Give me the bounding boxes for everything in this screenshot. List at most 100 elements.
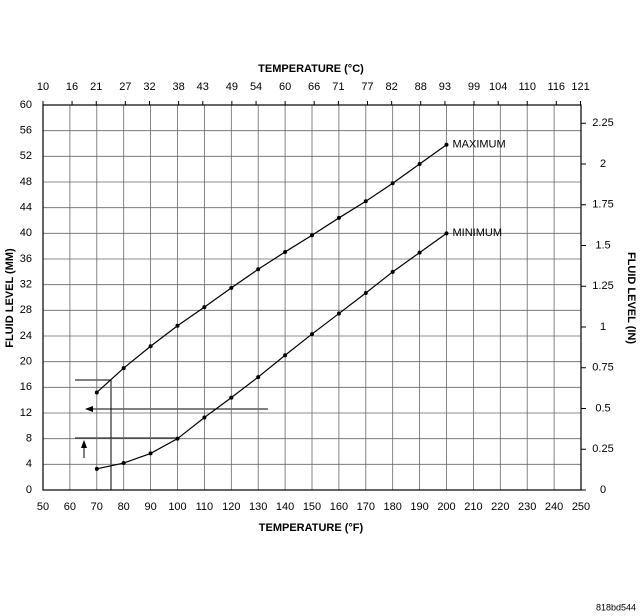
data-line: [96, 144, 447, 393]
x2-tick-label: 93: [439, 81, 451, 93]
x-tick-label: 170: [357, 501, 375, 513]
plot-frame: [42, 104, 582, 491]
x-tick-label: 120: [222, 501, 240, 513]
x-tick-label: 180: [384, 501, 402, 513]
data-point: [444, 142, 449, 147]
y-tick-label: 28: [20, 304, 32, 316]
x2-tick-label: 82: [386, 81, 398, 93]
x2-tick-label: 88: [415, 81, 427, 93]
x2-tick-label: 49: [226, 81, 238, 93]
x2-tick-label: 66: [308, 81, 320, 93]
data-point: [121, 366, 126, 371]
data-point: [94, 390, 99, 395]
y2-tick-label: 2.25: [592, 117, 613, 129]
x-axis-title: TEMPERATURE (°F): [259, 522, 364, 534]
data-point: [283, 353, 288, 358]
data-point: [283, 249, 288, 254]
x2-tick-label: 21: [90, 81, 102, 93]
y-tick-label: 60: [20, 99, 32, 111]
series-label: MINIMUM: [453, 227, 503, 239]
x-tick-label: 50: [37, 501, 49, 513]
y2-tick-label: 0: [600, 484, 606, 496]
y-tick-label: 4: [26, 458, 32, 470]
y2-tick-label: 1: [600, 321, 606, 333]
y-tick-label: 24: [20, 330, 32, 342]
y2-tick-label: 0.5: [595, 402, 610, 414]
data-point: [336, 311, 341, 316]
data-point: [310, 332, 314, 337]
data-point: [310, 233, 314, 238]
x2-tick-label: 38: [172, 81, 184, 93]
data-point: [336, 215, 341, 220]
x-tick-label: 190: [410, 501, 428, 513]
x-tick-label: 250: [572, 501, 590, 513]
data-point: [121, 461, 126, 466]
x-tick-label: 220: [491, 501, 509, 513]
y-tick-label: 8: [26, 433, 32, 445]
y-axis-title: FLUID LEVEL (MM): [4, 248, 16, 348]
y2-tick-label: 1.75: [592, 199, 613, 211]
y-tick-label: 36: [20, 253, 32, 265]
x2-tick-label: 54: [250, 81, 262, 93]
data-line: [96, 232, 447, 470]
data-point: [417, 250, 422, 255]
y-tick-label: 44: [20, 202, 32, 214]
x-tick-label: 80: [118, 501, 130, 513]
x-tick-label: 200: [437, 501, 455, 513]
x-tick-label: 100: [168, 501, 186, 513]
data-point: [202, 305, 207, 310]
x-tick-label: 60: [64, 501, 76, 513]
x2-tick-label: 43: [197, 81, 209, 93]
x2-tick-label: 32: [143, 81, 155, 93]
x2-tick-label: 104: [489, 81, 507, 93]
data-point: [175, 436, 180, 441]
x-tick-label: 230: [518, 501, 536, 513]
x-tick-label: 70: [91, 501, 103, 513]
x-tick-label: 240: [545, 501, 563, 513]
x-tick-label: 140: [276, 501, 294, 513]
data-point: [229, 285, 234, 290]
data-point: [256, 375, 261, 380]
series-label: MAXIMUM: [453, 139, 506, 151]
data-point: [202, 415, 207, 420]
x2-tick-label: 99: [468, 81, 480, 93]
top-axis-title: TEMPERATURE (°C): [258, 63, 364, 75]
x2-tick-label: 16: [66, 81, 78, 93]
y-tick-label: 12: [20, 407, 32, 419]
y2-tick-label: 0.25: [592, 443, 613, 455]
x2-tick-label: 10: [37, 81, 49, 93]
figure-code: 818bd544: [596, 602, 636, 612]
data-point: [94, 466, 99, 471]
y2-axis-title: FLUID LEVEL (IN): [625, 252, 637, 344]
x-tick-label: 150: [303, 501, 321, 513]
data-point: [390, 181, 395, 186]
x2-tick-label: 116: [548, 81, 566, 93]
data-point: [444, 231, 449, 236]
data-point: [363, 199, 368, 204]
data-point: [175, 323, 180, 328]
data-point: [256, 267, 261, 272]
x2-tick-label: 77: [361, 81, 373, 93]
y-tick-label: 16: [20, 381, 32, 393]
y-tick-label: 40: [20, 227, 32, 239]
x-tick-label: 130: [249, 501, 267, 513]
x-tick-label: 210: [464, 501, 482, 513]
x2-tick-label: 110: [518, 81, 536, 93]
y-tick-label: 52: [20, 150, 32, 162]
x2-tick-label: 27: [119, 81, 131, 93]
data-point: [363, 291, 368, 296]
data-point: [148, 451, 153, 456]
y-tick-label: 0: [26, 484, 32, 496]
y-tick-label: 20: [20, 356, 32, 368]
data-point: [148, 344, 153, 349]
y-tick-label: 56: [20, 125, 32, 137]
y2-tick-label: 1.5: [595, 239, 610, 251]
y-tick-label: 32: [20, 279, 32, 291]
x2-tick-label: 71: [332, 81, 344, 93]
x-tick-label: 110: [196, 501, 214, 513]
y-tick-label: 48: [20, 176, 32, 188]
x-tick-label: 90: [144, 501, 156, 513]
x2-tick-label: 121: [571, 81, 589, 93]
data-point: [390, 269, 395, 274]
